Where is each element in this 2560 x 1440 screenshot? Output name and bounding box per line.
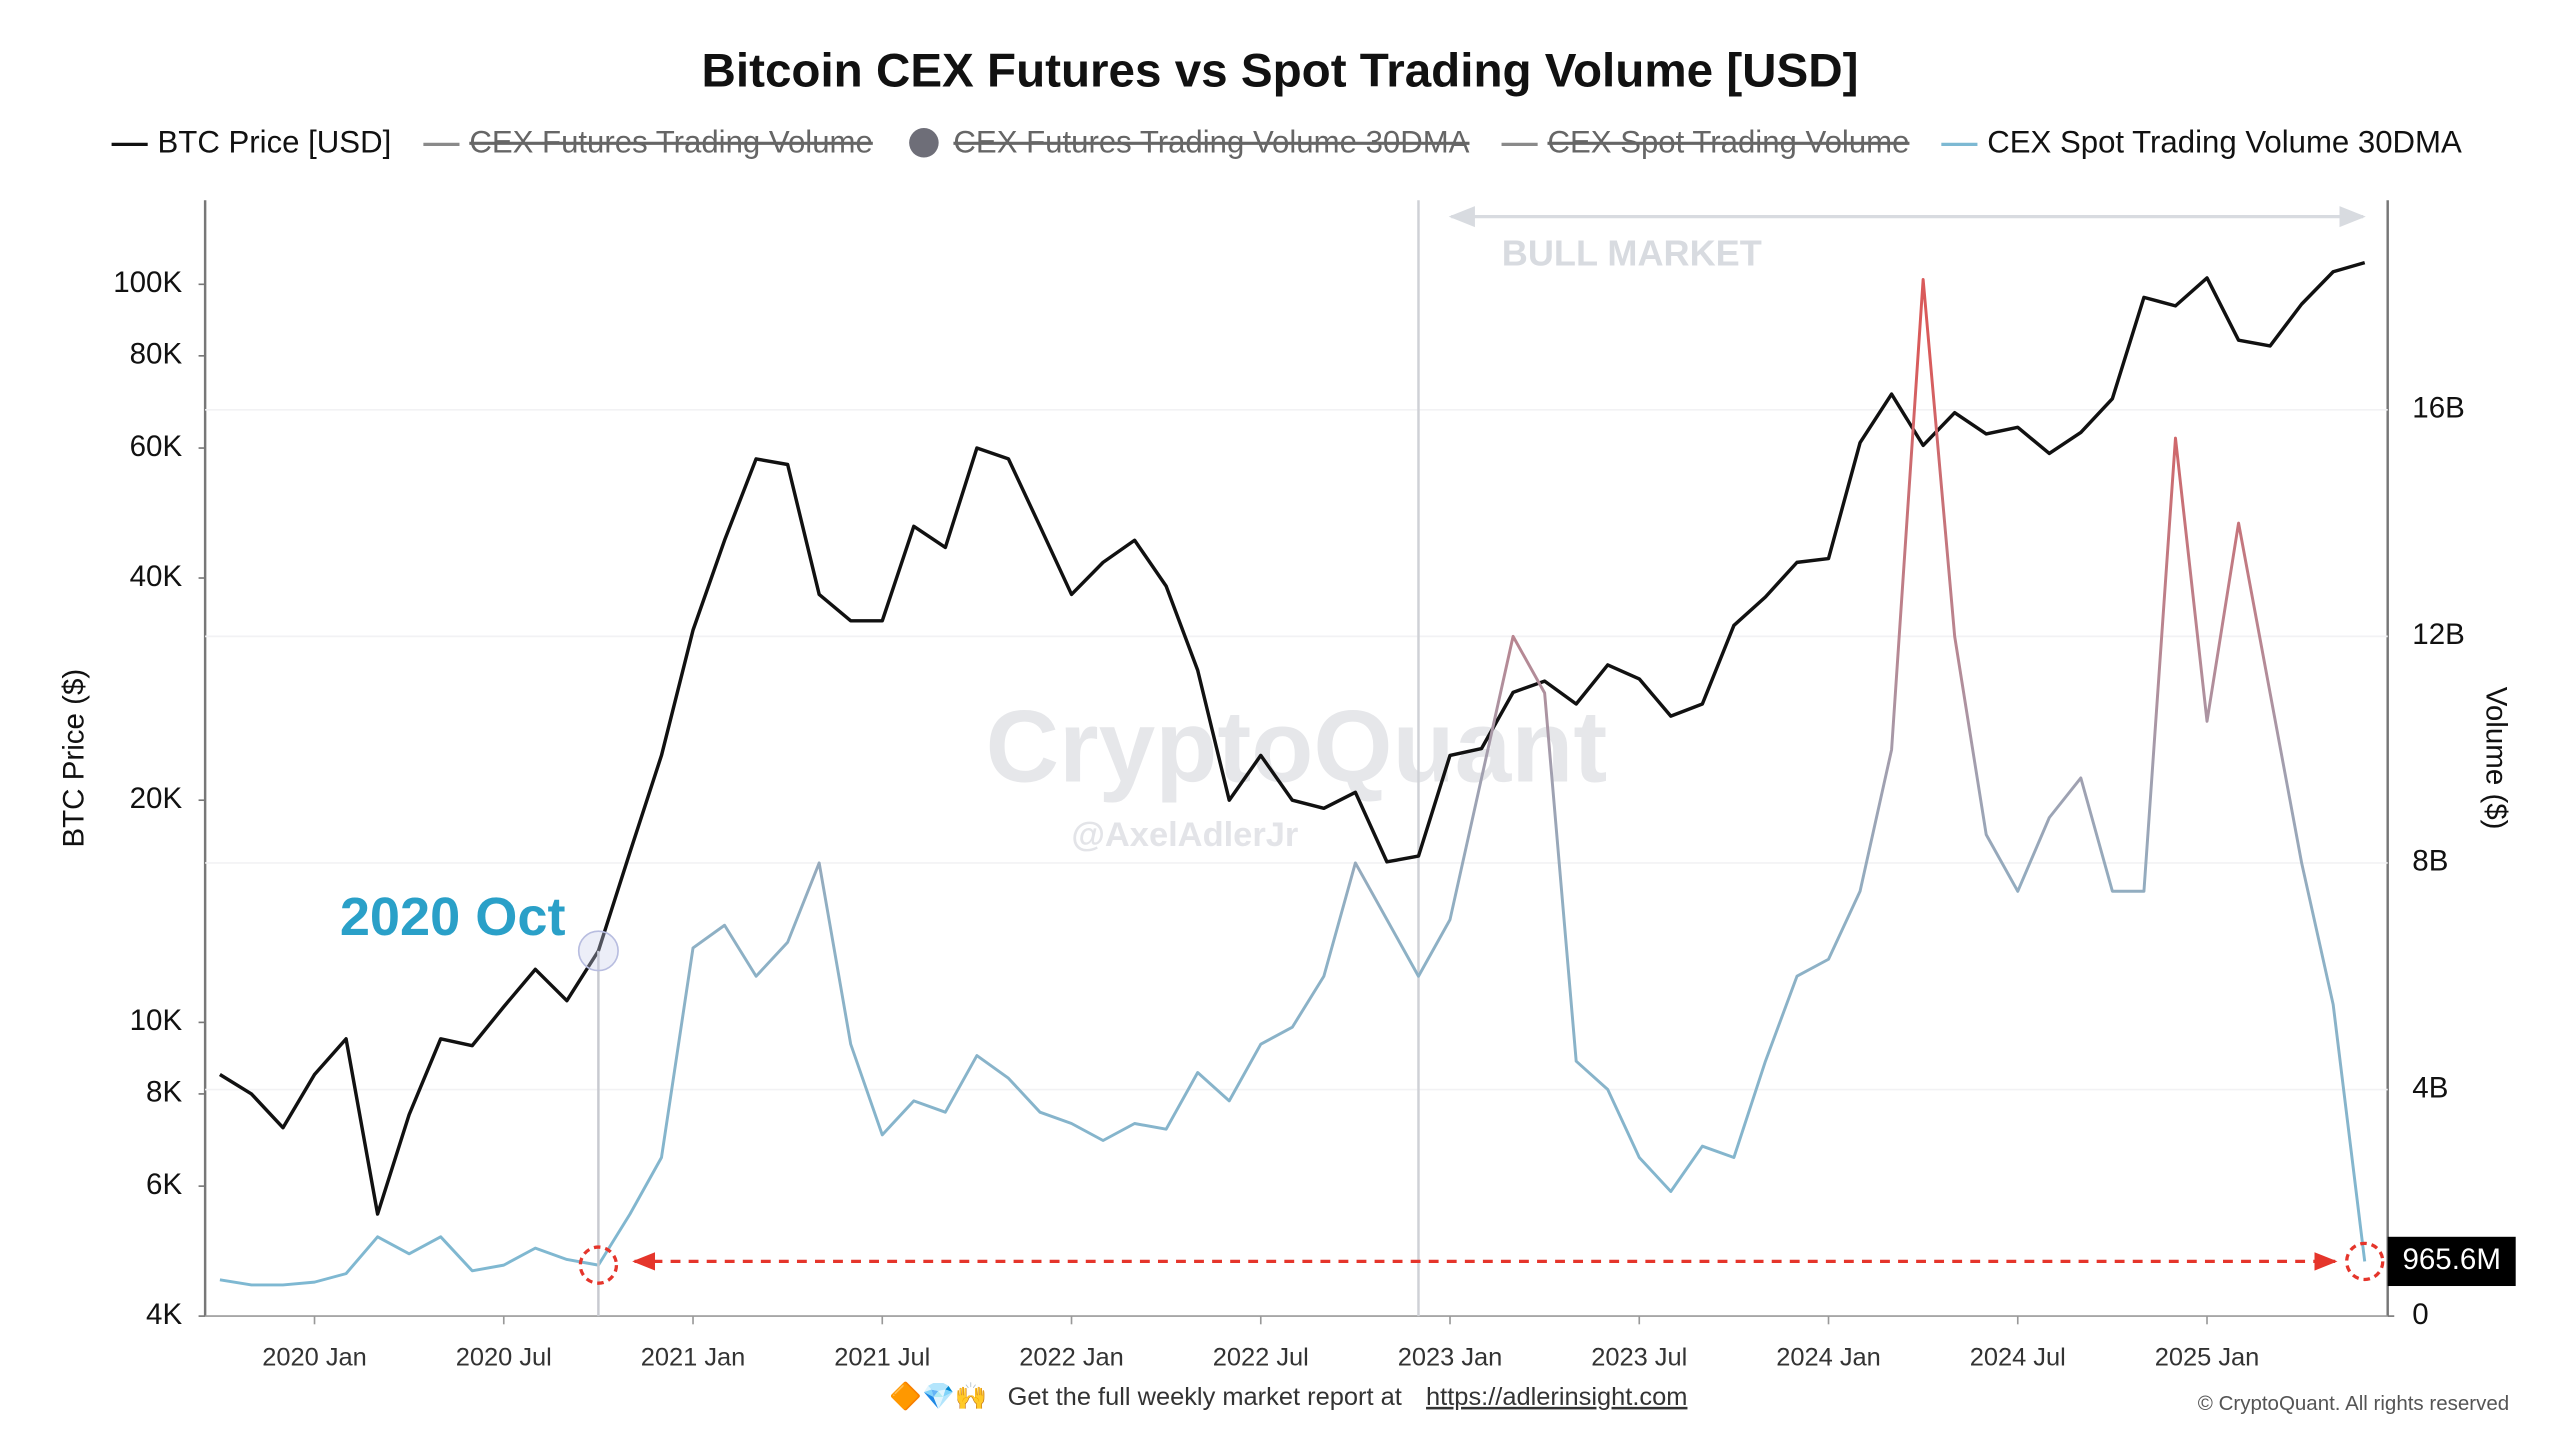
x-tick-label: 2024 Jan: [1776, 1343, 1881, 1371]
series-line: [218, 260, 2366, 1216]
watermark-text: CryptoQuant: [986, 690, 1608, 804]
oct-2020-price-point: [577, 930, 619, 972]
y-axis-title: BTC Price ($): [57, 669, 90, 848]
y2-axis-title: Volume ($): [2480, 687, 2513, 830]
y-tick-label: 60K: [130, 430, 183, 463]
legend-label: CEX Futures Trading Volume 30DMA: [953, 125, 1469, 160]
y2-tick-label: 16B: [2412, 392, 2465, 425]
x-tick-label: 2020 Jan: [262, 1343, 367, 1371]
legend-label: CEX Futures Trading Volume: [469, 125, 872, 160]
x-tick-label: 2025 Jan: [2155, 1343, 2260, 1371]
footer: 🔶💎🙌 Get the full weekly market report at…: [889, 1381, 2509, 1415]
legend-item[interactable]: BTC Price [USD]: [111, 125, 392, 160]
legend-label: CEX Spot Trading Volume: [1547, 125, 1909, 160]
y2-tick-label: 4B: [2412, 1071, 2448, 1104]
x-tick-label: 2020 Jul: [456, 1343, 552, 1371]
x-tick-label: 2022 Jan: [1019, 1343, 1124, 1371]
legend-label: CEX Spot Trading Volume 30DMA: [1987, 125, 2462, 160]
legend-marker: [909, 128, 939, 158]
bull-market-label: BULL MARKET: [1502, 233, 1762, 274]
footer-link[interactable]: https://adlerinsight.com: [1426, 1383, 1687, 1411]
y-tick-label: 20K: [130, 782, 183, 815]
footer-emoji: 🔶💎🙌: [889, 1381, 987, 1411]
legend-item[interactable]: CEX Futures Trading Volume 30DMA: [909, 125, 1470, 160]
x-tick-label: 2021 Jul: [834, 1343, 930, 1371]
y2-tick-label: 12B: [2412, 618, 2465, 651]
x-tick-label: 2024 Jul: [1970, 1343, 2066, 1371]
copyright: © CryptoQuant. All rights reserved: [2198, 1392, 2509, 1415]
value-label-box: [2387, 1236, 2516, 1287]
legend-item[interactable]: CEX Spot Trading Volume: [1501, 125, 1910, 160]
x-tick-label: 2022 Jul: [1213, 1343, 1309, 1371]
value-label: 965.6M: [2402, 1243, 2500, 1276]
x-tick-label: 2023 Jan: [1398, 1343, 1503, 1371]
y2-tick-label: 8B: [2412, 845, 2448, 878]
y2-tick-label: 0: [2412, 1298, 2428, 1331]
series-line: [219, 278, 2367, 1287]
x-tick-label: 2021 Jan: [641, 1343, 746, 1371]
legend-label: BTC Price [USD]: [158, 125, 392, 160]
y-tick-label: 10K: [130, 1004, 183, 1037]
y-tick-label: 4K: [146, 1298, 182, 1331]
y-tick-label: 8K: [146, 1076, 182, 1109]
oct-2020-label: 2020 Oct: [340, 887, 566, 947]
y-tick-label: 40K: [130, 560, 183, 593]
x-tick-label: 2023 Jul: [1591, 1343, 1687, 1371]
chart-title: Bitcoin CEX Futures vs Spot Trading Volu…: [702, 44, 1859, 97]
y-tick-label: 6K: [146, 1168, 182, 1201]
watermark: CryptoQuant @AxelAdlerJr: [986, 690, 1608, 854]
y-tick-label: 80K: [130, 338, 183, 371]
y-tick-label: 100K: [113, 266, 182, 299]
legend-item[interactable]: CEX Futures Trading Volume: [423, 125, 873, 160]
footer-text: Get the full weekly market report at: [1008, 1383, 1402, 1411]
watermark-handle: @AxelAdlerJr: [1071, 816, 1298, 854]
legend-item[interactable]: CEX Spot Trading Volume 30DMA: [1941, 125, 2462, 160]
